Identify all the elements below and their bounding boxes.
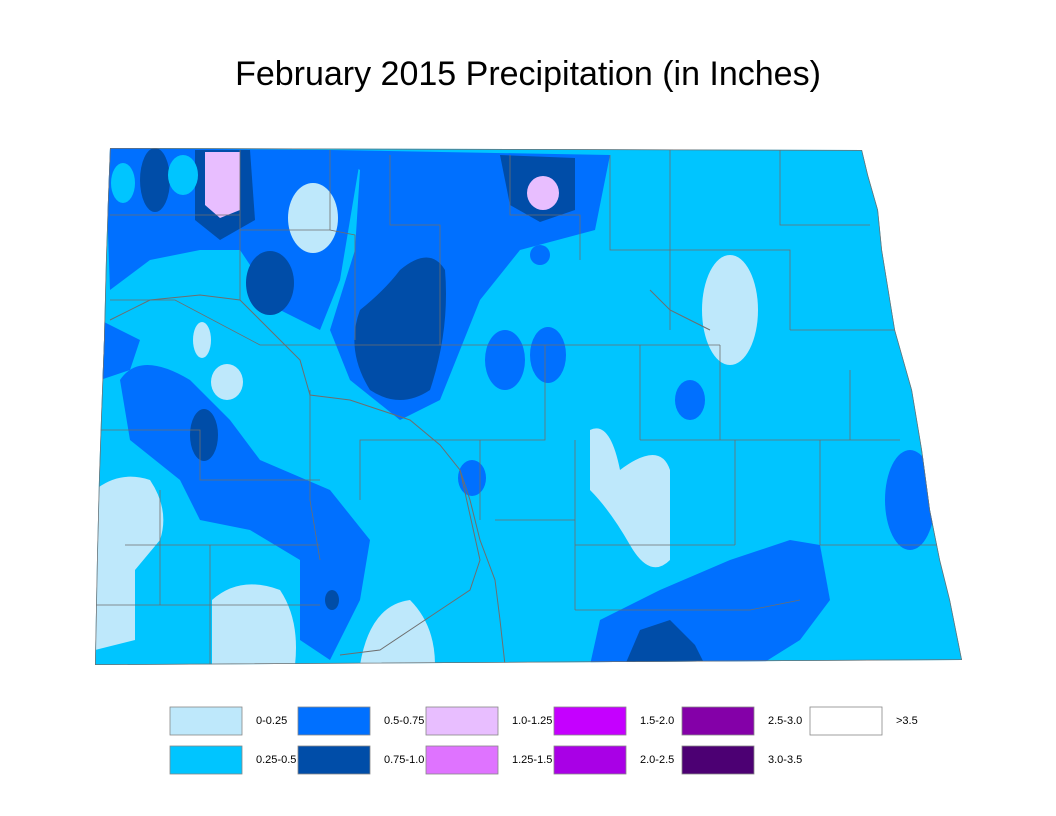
- legend-swatch: [553, 706, 627, 736]
- legend-swatch: [553, 745, 627, 775]
- legend-label: 1.5-2.0: [640, 715, 674, 727]
- legend-label: 0.75-1.0: [384, 754, 424, 766]
- legend-swatch: [297, 745, 371, 775]
- legend: 0-0.25 0.25-0.5 0.5-0.75 0.75-1.0 1.0-1.25 1.…: [169, 706, 918, 775]
- legend-swatch: [425, 745, 499, 775]
- legend-label: 3.0-3.5: [768, 754, 802, 766]
- legend-label: 1.25-1.5: [512, 754, 552, 766]
- legend-label: 0-0.25: [256, 715, 287, 727]
- legend-swatch: [681, 745, 755, 775]
- legend-label: 1.0-1.25: [512, 715, 552, 727]
- map-title: February 2015 Precipitation (in Inches): [235, 55, 821, 93]
- precipitation-map: [95, 148, 962, 665]
- legend-label: 2.5-3.0: [768, 715, 802, 727]
- legend-swatch: [297, 706, 371, 736]
- legend-label: 0.25-0.5: [256, 754, 296, 766]
- legend-swatch: [169, 745, 243, 775]
- legend-swatch: [681, 706, 755, 736]
- legend-label: 0.5-0.75: [384, 715, 424, 727]
- legend-label: 2.0-2.5: [640, 754, 674, 766]
- legend-label: >3.5: [896, 715, 918, 727]
- legend-swatch: [425, 706, 499, 736]
- legend-swatch: [169, 706, 243, 736]
- legend-swatch: [809, 706, 883, 736]
